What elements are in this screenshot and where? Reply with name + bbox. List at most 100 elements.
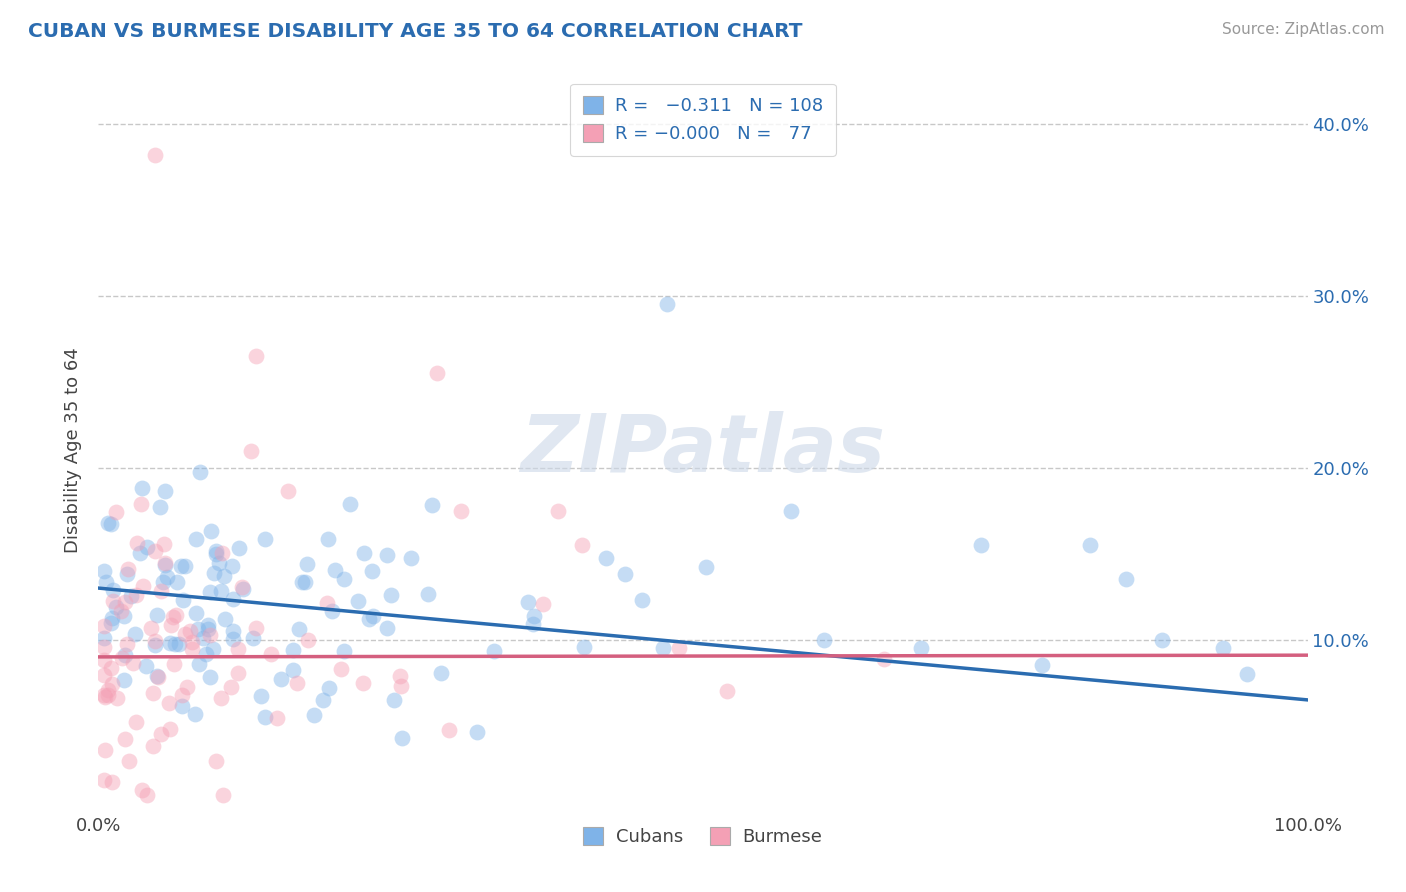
Point (191, 631, 214, 645)
Point (380, 588, 402, 602)
Point (352, 676, 374, 690)
Point (200, 524, 222, 538)
Point (318, 681, 340, 696)
Point (195, 647, 218, 661)
Point (357, 612, 380, 626)
Point (779, 504, 801, 518)
Point (204, 547, 226, 561)
Point (523, 608, 546, 623)
Point (131, 579, 153, 593)
Point (221, 624, 243, 638)
Point (270, 672, 292, 686)
Point (651, 640, 673, 655)
Point (294, 575, 316, 590)
Point (209, 690, 232, 705)
Point (304, 707, 326, 722)
Point (346, 594, 368, 608)
Point (105, 690, 128, 705)
Point (391, 731, 413, 745)
Point (114, 732, 136, 747)
Point (117, 567, 139, 582)
Point (112, 673, 135, 688)
Point (159, 636, 181, 650)
Point (211, 546, 233, 560)
Point (360, 565, 382, 579)
Point (101, 610, 124, 624)
Point (176, 680, 198, 694)
Point (184, 606, 207, 620)
Point (200, 628, 222, 642)
Point (253, 532, 276, 546)
Point (136, 540, 159, 554)
Text: CUBAN VS BURMESE DISABILITY AGE 35 TO 64 CORRELATION CHART: CUBAN VS BURMESE DISABILITY AGE 35 TO 64… (28, 22, 803, 41)
Point (129, 546, 152, 560)
Point (93, 653, 115, 667)
Point (1212, 641, 1234, 656)
Point (208, 556, 231, 570)
Point (288, 622, 311, 636)
Point (1236, 667, 1258, 681)
Point (531, 597, 554, 611)
Point (399, 551, 422, 566)
Point (135, 659, 157, 673)
Point (484, 643, 506, 657)
Point (910, 641, 932, 656)
Point (101, 582, 124, 597)
Point (226, 665, 249, 680)
Point (111, 651, 134, 665)
Point (547, 503, 569, 517)
Point (166, 575, 188, 590)
Point (115, 636, 138, 650)
Legend: Cubans, Burmese: Cubans, Burmese (576, 820, 830, 854)
Point (287, 675, 309, 690)
Point (281, 663, 304, 677)
Point (655, 297, 678, 311)
Point (221, 558, 243, 573)
Point (135, 788, 157, 802)
Point (283, 643, 305, 657)
Point (165, 608, 187, 623)
Point (209, 583, 232, 598)
Point (124, 627, 146, 641)
Point (222, 632, 245, 646)
Point (361, 609, 384, 624)
Point (93, 668, 115, 682)
Point (277, 484, 299, 499)
Point (117, 562, 139, 576)
Text: Source: ZipAtlas.com: Source: ZipAtlas.com (1222, 22, 1385, 37)
Point (142, 739, 165, 754)
Point (316, 532, 339, 546)
Point (149, 500, 172, 515)
Point (295, 557, 318, 571)
Point (131, 497, 153, 511)
Point (93, 688, 115, 702)
Point (716, 684, 738, 698)
Point (93, 631, 115, 645)
Point (353, 546, 375, 560)
Point (131, 482, 153, 496)
Point (382, 693, 405, 707)
Point (131, 783, 153, 797)
Point (173, 626, 195, 640)
Point (117, 754, 139, 768)
Point (200, 670, 222, 684)
Point (172, 698, 194, 713)
Point (187, 622, 209, 636)
Point (1152, 632, 1174, 647)
Point (120, 590, 142, 604)
Point (214, 612, 236, 626)
Point (212, 788, 235, 802)
Point (93, 619, 115, 633)
Point (222, 591, 245, 606)
Point (184, 532, 207, 546)
Point (260, 647, 283, 661)
Point (160, 618, 183, 632)
Point (148, 670, 170, 684)
Point (1078, 538, 1101, 552)
Point (201, 641, 224, 656)
Point (668, 641, 690, 656)
Point (450, 503, 472, 517)
Point (159, 722, 181, 736)
Point (97, 682, 120, 697)
Point (179, 624, 201, 638)
